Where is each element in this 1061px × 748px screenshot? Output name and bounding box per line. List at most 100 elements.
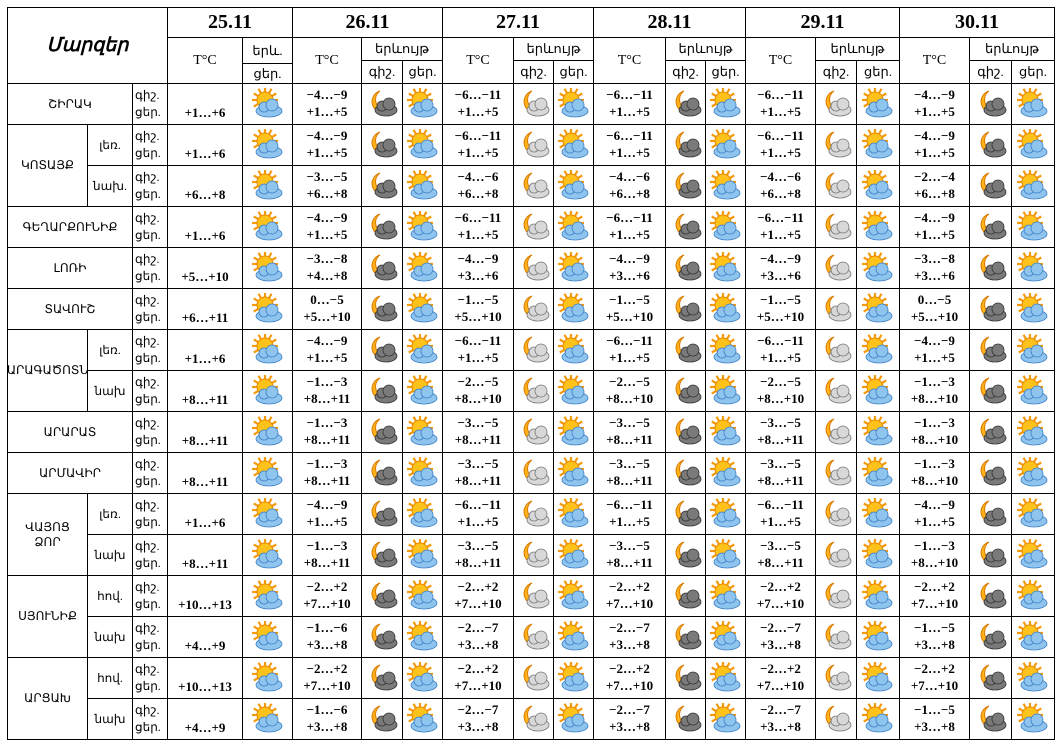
temp-night: −6…−11 xyxy=(454,210,502,225)
weather-icon xyxy=(862,621,893,651)
temp-cell: −4…−9 +1…+5 xyxy=(900,207,970,248)
temp-night: −6…−11 xyxy=(757,87,804,102)
day-phen xyxy=(554,84,594,125)
weather-icon xyxy=(251,539,282,569)
night-phen xyxy=(970,535,1012,576)
weather-icon xyxy=(251,662,282,692)
night-phen xyxy=(666,166,706,207)
temp-cell: −2…−4 +6…+8 xyxy=(900,166,970,207)
temp-day: +1…+5 xyxy=(609,145,650,160)
temp-day: +8…+11 xyxy=(757,555,804,570)
night-phen xyxy=(816,166,857,207)
night-phen xyxy=(666,412,706,453)
weather-icon xyxy=(825,336,852,363)
region-name: ՎԱՅՈՑ ՁՈՐ xyxy=(8,494,88,576)
night-phen xyxy=(362,125,403,166)
temp-day: +5…+10 xyxy=(756,309,805,324)
temp-night: −3…−5 xyxy=(457,538,499,553)
night-label: գիշ. xyxy=(135,580,160,594)
weather-icon xyxy=(980,459,1006,486)
temp-day: +1…+5 xyxy=(760,350,801,365)
temp-cell: −1…−3 +8…+11 xyxy=(293,371,362,412)
temp-night: −2…−7 xyxy=(457,702,499,717)
weather-icon xyxy=(980,500,1006,527)
temp-night: −1…−6 xyxy=(306,702,348,717)
temp-day: +3…+8 xyxy=(914,637,955,652)
day-phen xyxy=(706,248,746,289)
temp-cell: −3…−8 +3…+6 xyxy=(900,248,970,289)
weather-icon xyxy=(1017,375,1048,405)
temp-cell: −2…+2 +7…+10 xyxy=(746,658,816,699)
weather-icon xyxy=(523,90,549,117)
temp-cell: −2…+2 +7…+10 xyxy=(594,576,666,617)
temp-day: +8…+10 xyxy=(454,391,502,406)
weather-icon xyxy=(1017,580,1048,610)
day-phen xyxy=(403,576,443,617)
temp-cell: −3…−5 +8…+11 xyxy=(443,453,514,494)
night-phen xyxy=(970,617,1012,658)
region-name: ՇԻՐԱԿ xyxy=(8,84,133,125)
weather-icon xyxy=(675,172,701,199)
night-phen xyxy=(514,289,554,330)
temp-night: −1…−3 xyxy=(914,374,955,389)
day-phen xyxy=(706,330,746,371)
weather-icon xyxy=(371,90,398,117)
temp-cell: +1…+6 xyxy=(168,125,243,166)
day-phen xyxy=(403,207,443,248)
night-phen xyxy=(816,535,857,576)
temp-cell: −4…−9 +3…+6 xyxy=(594,248,666,289)
weather-icon xyxy=(1017,170,1048,200)
temp-night: −6…−11 xyxy=(606,333,653,348)
day-phen xyxy=(706,207,746,248)
weather-icon xyxy=(406,170,437,200)
weather-icon xyxy=(675,500,701,527)
region-name: ԱՐՑԱԽ xyxy=(8,658,88,740)
temp-cell: −4…−6 +6…+8 xyxy=(746,166,816,207)
weather-icon xyxy=(371,582,398,609)
temp-cell: +4…+9 xyxy=(168,699,243,740)
temp-cell: −6…−11 +1…+5 xyxy=(443,84,514,125)
temp-night: −1…−3 xyxy=(306,456,348,471)
phen-header: երև. xyxy=(243,38,293,64)
weather-icon xyxy=(557,170,588,200)
day-label: ցեր. xyxy=(135,228,161,242)
temp-day: +1…+5 xyxy=(306,227,348,242)
temp-day: +5…+10 xyxy=(605,309,654,324)
temp-day: +3…+8 xyxy=(609,637,650,652)
weather-icon xyxy=(406,416,437,446)
night-phen xyxy=(816,617,857,658)
night-phen xyxy=(816,576,857,617)
temp-day: +8…+11 xyxy=(757,473,804,488)
weather-icon xyxy=(557,580,588,610)
temp-day: +8…+11 xyxy=(606,432,653,447)
weather-icon xyxy=(1017,703,1048,733)
night-header: գիշ. xyxy=(362,61,403,84)
day-phen xyxy=(1012,494,1055,535)
temp-night: −2…−5 xyxy=(609,374,650,389)
weather-icon xyxy=(406,498,437,528)
day-label: ցեր. xyxy=(135,720,161,734)
day-phen xyxy=(403,494,443,535)
temp-night: −3…−8 xyxy=(306,251,348,266)
temp-day: +6…+8 xyxy=(760,186,801,201)
temp-night: −2…+2 xyxy=(914,661,955,676)
night-label: գիշ. xyxy=(135,703,160,717)
temp-night: −4…−9 xyxy=(306,333,348,348)
temp-day: +1…+5 xyxy=(306,104,348,119)
night-phen xyxy=(514,576,554,617)
weather-icon xyxy=(825,500,852,527)
temp-day: +7…+10 xyxy=(910,678,959,693)
weather-icon xyxy=(709,129,740,159)
weather-icon xyxy=(1017,293,1048,323)
temp-day: +3…+8 xyxy=(306,719,348,734)
period-labels: գիշ. ցեր. xyxy=(133,125,168,166)
temp-cell: −4…−6 +6…+8 xyxy=(594,166,666,207)
temp-night: −6…−11 xyxy=(757,497,804,512)
day-phen xyxy=(857,166,900,207)
temp-day: +8…+11 xyxy=(303,555,351,570)
period-labels: գիշ. ցեր. xyxy=(133,248,168,289)
day-label: ցեր. xyxy=(135,310,161,324)
weather-icon xyxy=(251,293,282,323)
temp-day: +3…+8 xyxy=(306,637,348,652)
temp-day: +8…+10 xyxy=(910,391,959,406)
